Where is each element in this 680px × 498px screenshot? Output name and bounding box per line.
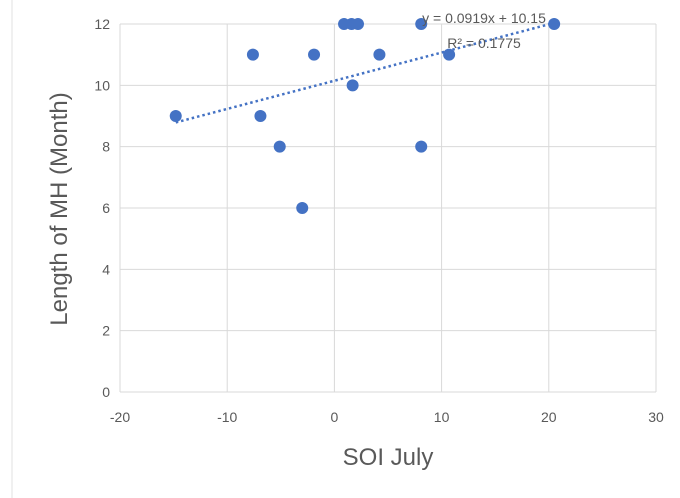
data-point <box>254 110 267 122</box>
data-point <box>548 18 561 30</box>
trendline-r-squared: R² = 0.1775 <box>447 35 521 51</box>
data-point <box>346 79 359 92</box>
trendline-path <box>175 21 555 124</box>
y-tick-label: 8 <box>102 139 110 155</box>
y-tick-label: 10 <box>94 77 110 93</box>
data-point <box>308 48 321 61</box>
data-point <box>273 140 286 153</box>
data-point <box>296 202 309 214</box>
data-point <box>415 140 428 153</box>
x-axis-title: SOI July <box>343 444 434 471</box>
tick-labels: 0 2 4 6 8 10 12 -20 -10 0 10 20 30 <box>94 16 664 425</box>
data-point <box>351 18 364 30</box>
data-point <box>373 48 386 61</box>
data-point <box>169 110 182 122</box>
x-tick-label: 0 <box>331 409 339 425</box>
data-points <box>169 18 561 214</box>
gridlines <box>119 23 657 393</box>
trendline-equation: y = 0.0919x + 10.15 <box>422 10 546 26</box>
x-tick-label: -10 <box>217 409 237 425</box>
trendline <box>175 21 555 124</box>
y-tick-label: 6 <box>102 200 110 216</box>
x-tick-label: 20 <box>541 409 557 425</box>
x-tick-label: 30 <box>648 409 664 425</box>
y-tick-label: 4 <box>102 261 110 277</box>
y-tick-label: 0 <box>102 384 110 400</box>
x-tick-label: -20 <box>110 409 130 425</box>
y-tick-label: 2 <box>102 323 110 339</box>
x-tick-label: 10 <box>434 409 450 425</box>
data-point <box>443 48 456 61</box>
data-point <box>415 18 428 30</box>
data-point <box>246 48 259 61</box>
y-tick-label: 12 <box>94 16 110 32</box>
y-axis-title: Length of MH (Month) <box>46 92 73 325</box>
